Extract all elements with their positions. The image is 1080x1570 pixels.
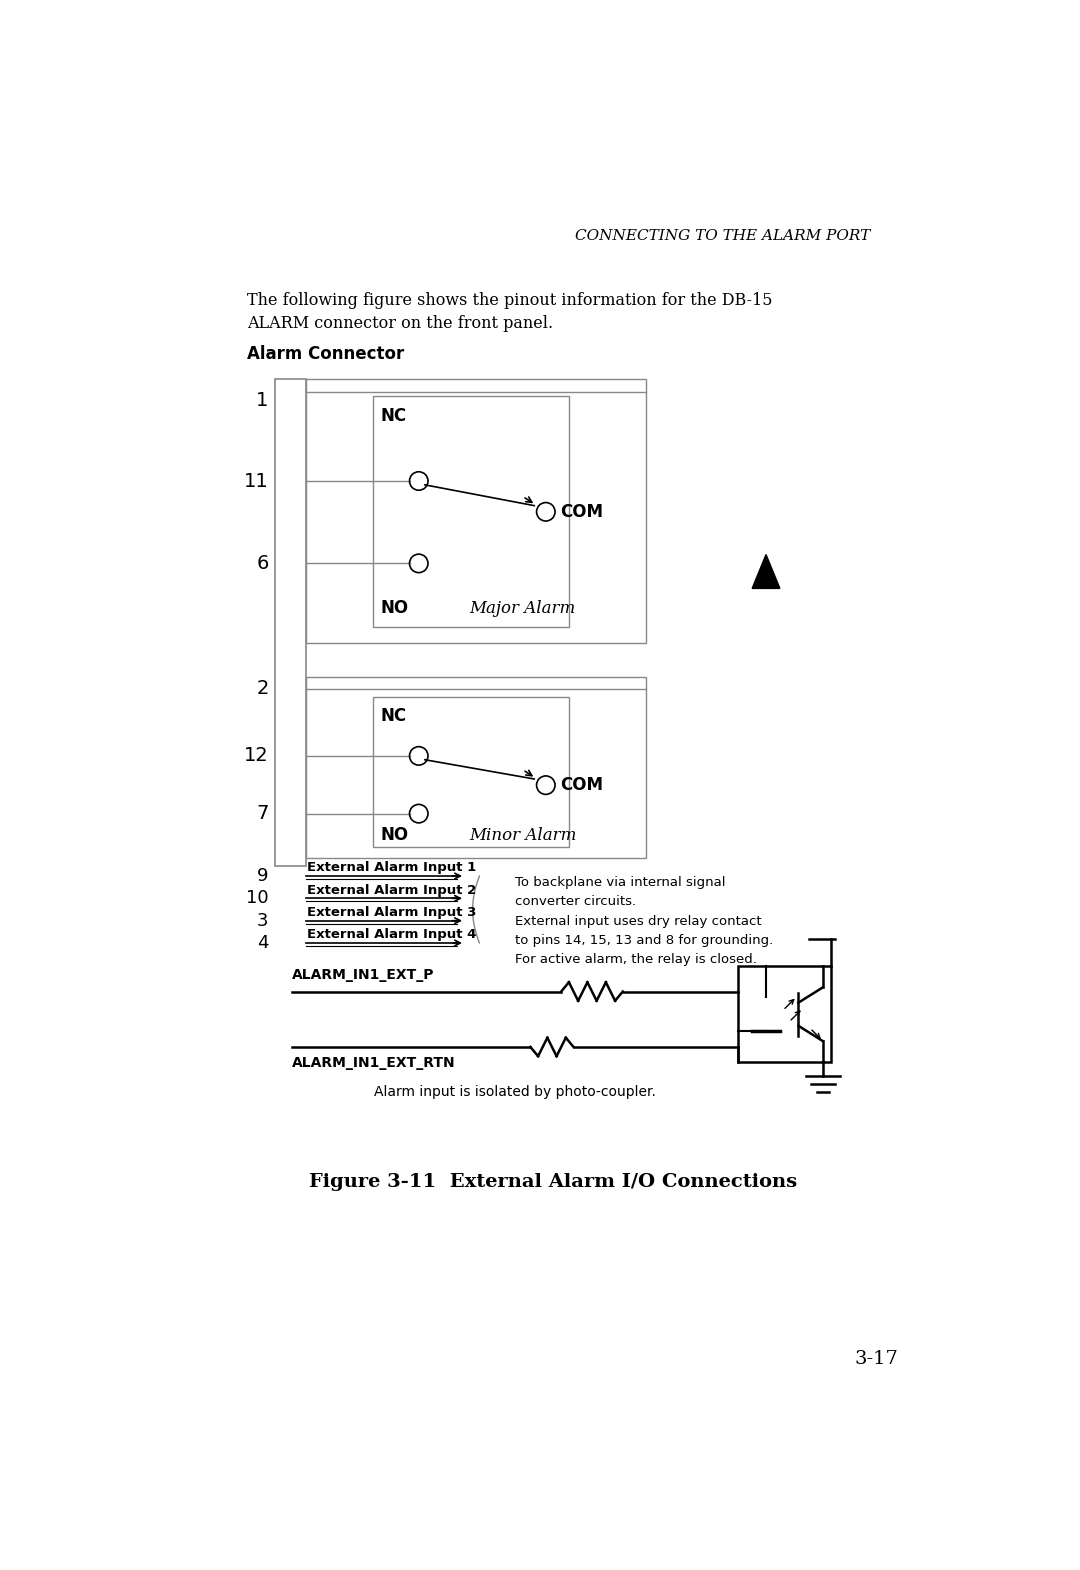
Text: The following figure shows the pinout information for the DB-15: The following figure shows the pinout in… [247, 292, 772, 309]
Bar [373, 396, 569, 628]
Text: 11: 11 [244, 471, 269, 490]
Text: converter circuits.: converter circuits. [515, 895, 636, 909]
Text: CONNECTING TO THE ALARM PORT: CONNECTING TO THE ALARM PORT [576, 229, 870, 243]
Text: External Alarm Input 1: External Alarm Input 1 [307, 862, 476, 874]
Text: NO: NO [380, 600, 408, 617]
Text: 12: 12 [244, 746, 269, 766]
Text: to pins 14, 15, 13 and 8 for grounding.: to pins 14, 15, 13 and 8 for grounding. [515, 934, 773, 947]
Text: 4: 4 [257, 934, 269, 951]
Bar [373, 697, 569, 846]
Bar [306, 380, 646, 642]
Bar [274, 380, 306, 867]
Text: 6: 6 [256, 554, 269, 573]
Text: 3: 3 [257, 912, 269, 929]
Text: NC: NC [380, 706, 406, 725]
Text: 2: 2 [256, 680, 269, 699]
Text: For active alarm, the relay is closed.: For active alarm, the relay is closed. [515, 953, 757, 966]
Text: ALARM connector on the front panel.: ALARM connector on the front panel. [247, 314, 553, 331]
Text: NC: NC [380, 407, 406, 424]
Text: External Alarm Input 2: External Alarm Input 2 [307, 884, 476, 896]
Text: External input uses dry relay contact: External input uses dry relay contact [515, 914, 761, 928]
Text: Alarm Connector: Alarm Connector [247, 345, 404, 363]
Text: 9: 9 [257, 867, 269, 885]
Text: 1: 1 [256, 391, 269, 410]
Text: External Alarm Input 3: External Alarm Input 3 [307, 906, 476, 918]
Text: Figure 3-11  External Alarm I/O Connections: Figure 3-11 External Alarm I/O Connectio… [310, 1173, 797, 1190]
Text: 3-17: 3-17 [855, 1350, 899, 1367]
Text: ALARM_IN1_EXT_RTN: ALARM_IN1_EXT_RTN [292, 1057, 456, 1071]
Text: Minor Alarm: Minor Alarm [469, 827, 576, 843]
Text: To backplane via internal signal: To backplane via internal signal [515, 876, 726, 889]
Text: NO: NO [380, 826, 408, 845]
Text: 7: 7 [256, 804, 269, 823]
Text: COM: COM [559, 502, 603, 521]
Bar [739, 966, 831, 1063]
Text: COM: COM [559, 776, 603, 794]
Text: 10: 10 [246, 889, 269, 907]
Bar [306, 677, 646, 859]
Text: Major Alarm: Major Alarm [469, 600, 575, 617]
Text: ALARM_IN1_EXT_P: ALARM_IN1_EXT_P [292, 969, 434, 983]
Text: External Alarm Input 4: External Alarm Input 4 [307, 928, 476, 942]
Polygon shape [752, 554, 780, 589]
Text: Alarm input is isolated by photo-coupler.: Alarm input is isolated by photo-coupler… [374, 1085, 656, 1099]
